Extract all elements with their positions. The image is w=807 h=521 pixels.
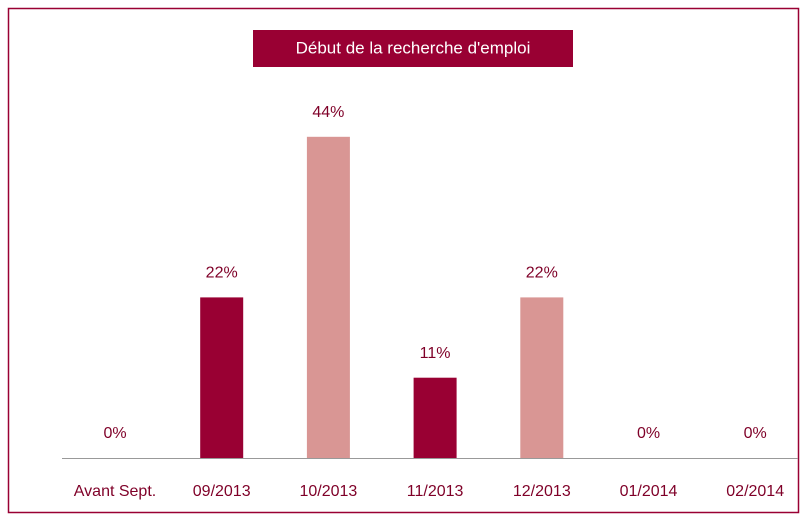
x-tick-label: 12/2013 xyxy=(513,483,571,500)
bar xyxy=(413,377,457,458)
value-label: 0% xyxy=(103,425,126,442)
x-tick-label: 01/2014 xyxy=(620,483,678,500)
value-label: 11% xyxy=(420,345,451,362)
x-tick-label: 11/2013 xyxy=(407,483,464,500)
chart-title: Début de la recherche d'emploi xyxy=(296,38,531,57)
bar xyxy=(520,297,564,458)
x-tick-label: 02/2014 xyxy=(726,483,784,500)
x-tick-label: Avant Sept. xyxy=(74,483,156,500)
x-tick-label: 09/2013 xyxy=(193,483,251,500)
chart-frame xyxy=(7,7,800,514)
value-label: 0% xyxy=(637,425,660,442)
bar xyxy=(200,297,244,458)
value-label: 22% xyxy=(206,265,238,282)
value-label: 44% xyxy=(312,104,344,121)
value-label: 22% xyxy=(526,265,558,282)
x-tick-label: 10/2013 xyxy=(299,483,357,500)
value-label: 0% xyxy=(744,425,767,442)
bar xyxy=(306,136,350,459)
title-box xyxy=(253,30,573,67)
